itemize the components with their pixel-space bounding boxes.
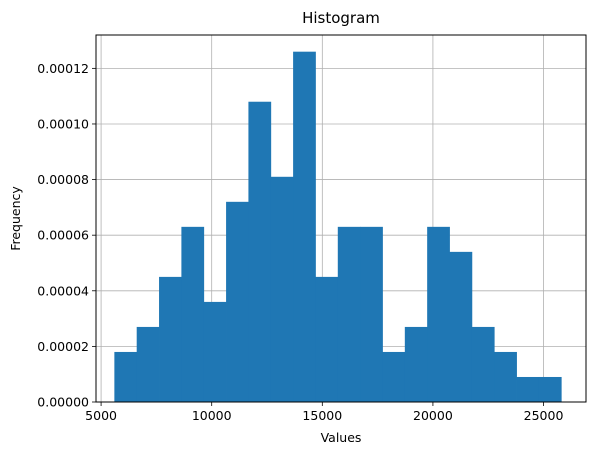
- x-tick-label: 15000: [302, 408, 342, 423]
- histogram-bar: [382, 351, 406, 402]
- y-axis-label: Frequency: [8, 186, 23, 251]
- histogram-bar: [315, 276, 339, 402]
- histogram-bar: [248, 101, 272, 403]
- y-tick-label: 0.00008: [37, 172, 89, 187]
- x-tick-label: 20000: [413, 408, 453, 423]
- axis-ticks: 5000 10000 15000 20000 25000 0.00000 0.00002 0.…: [37, 61, 563, 423]
- y-tick-label: 0.00002: [37, 339, 89, 354]
- histogram-bar: [538, 376, 562, 402]
- histogram-bar: [136, 326, 160, 402]
- histogram-bar: [449, 251, 473, 402]
- histogram-bars: [114, 51, 562, 403]
- plot-area-frame: [95, 34, 587, 403]
- y-tick-label: 0.00012: [37, 61, 89, 76]
- x-axis-label: Values: [321, 430, 362, 445]
- x-tick-label: 5000: [85, 408, 117, 423]
- histogram-bar: [203, 301, 227, 402]
- histogram-bar: [427, 226, 450, 402]
- histogram-bar: [114, 351, 138, 402]
- x-tick-label: 10000: [192, 408, 232, 423]
- histogram-bar: [471, 326, 495, 402]
- x-tick-label: 25000: [524, 408, 564, 423]
- histogram-bar: [337, 226, 361, 402]
- histogram-bar: [360, 226, 383, 402]
- chart-title: Histogram: [302, 9, 380, 27]
- histogram-bar: [516, 376, 540, 402]
- histogram-bar: [226, 201, 249, 402]
- y-tick-label: 0.00010: [37, 116, 89, 131]
- y-tick-label: 0.00000: [37, 395, 89, 410]
- histogram-bar: [293, 51, 316, 402]
- y-tick-label: 0.00004: [37, 283, 89, 298]
- histogram-bar: [270, 176, 294, 402]
- histogram-bar: [404, 326, 428, 402]
- histogram-bar: [159, 276, 182, 402]
- histogram-bar: [181, 226, 205, 402]
- histogram-bar: [494, 351, 517, 402]
- y-tick-label: 0.00006: [37, 228, 89, 243]
